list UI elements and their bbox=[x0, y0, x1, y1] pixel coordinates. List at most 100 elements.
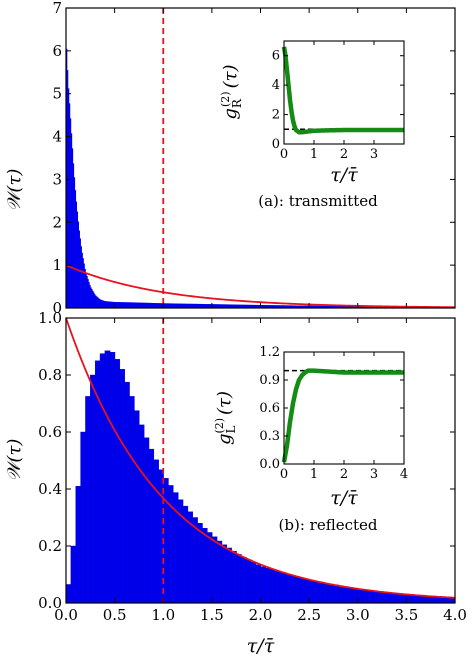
panel-top-histogram-bar bbox=[131, 302, 133, 309]
panel-top-histogram-bar bbox=[273, 305, 275, 308]
panel-top-histogram-bar bbox=[255, 304, 257, 308]
panel-top-histogram-bar bbox=[90, 287, 92, 308]
panel-top-inset-background bbox=[284, 41, 404, 144]
panel-top-histogram-bar bbox=[329, 305, 331, 308]
panel-bottom-histogram-bar bbox=[255, 564, 262, 604]
panel-top-histogram-bar bbox=[73, 177, 76, 308]
panel-top-histogram-bar bbox=[124, 302, 126, 308]
panel-top-histogram-bar bbox=[313, 305, 315, 308]
panel-bottom-inset-xtick-label: 0 bbox=[280, 467, 288, 482]
panel-top-histogram-bar bbox=[297, 305, 299, 308]
panel-top-histogram-bar bbox=[115, 302, 117, 308]
panel-top-histogram-bar bbox=[264, 305, 266, 308]
panel-bottom-ytick-label: 0.8 bbox=[38, 366, 62, 384]
panel-top-histogram-bar bbox=[355, 306, 358, 308]
panel-top-histogram-bar bbox=[72, 163, 75, 308]
panel-top-histogram-bar bbox=[77, 221, 79, 308]
panel-bottom-xtick-label: 2.0 bbox=[249, 606, 273, 624]
panel-top-histogram-bar bbox=[292, 305, 294, 308]
panel-top-histogram-bar bbox=[305, 305, 307, 308]
panel-top-histogram-bar bbox=[75, 201, 78, 308]
panel-bottom-histogram-bar bbox=[318, 582, 325, 604]
panel-top-histogram-bar bbox=[69, 118, 72, 308]
panel-top-histogram-bar bbox=[161, 303, 163, 308]
panel-top-histogram-bar bbox=[262, 305, 264, 308]
panel-bottom-histogram-bar bbox=[347, 587, 354, 604]
panel-top-histogram-bar bbox=[168, 303, 170, 308]
panel-top-histogram-bar bbox=[97, 297, 99, 308]
panel-top-histogram-bar bbox=[172, 303, 174, 308]
panel-top-histogram-bar bbox=[368, 306, 370, 308]
panel-bottom-ytick-label: 0.6 bbox=[38, 423, 62, 441]
panel-top-histogram-bar bbox=[139, 302, 142, 308]
panel-top-histogram-bar bbox=[149, 302, 151, 308]
panel-top-histogram-bar bbox=[209, 304, 212, 308]
panel-top-histogram-bar bbox=[238, 304, 240, 308]
panel-top-ytick-label: 1 bbox=[52, 256, 62, 274]
panel-top-histogram-bar bbox=[343, 305, 345, 308]
panel-top-histogram-bar bbox=[254, 304, 256, 308]
panel-top-histogram-bar bbox=[84, 268, 86, 308]
panel-top-histogram-bar bbox=[284, 305, 287, 308]
panel-top-histogram-bar bbox=[225, 304, 227, 308]
panel-top-histogram-bar bbox=[136, 302, 139, 308]
panel-top-histogram-bar bbox=[88, 282, 90, 308]
panel-bottom-histogram-bar bbox=[338, 585, 344, 604]
panel-top-histogram-bar bbox=[252, 304, 255, 308]
panel-top-histogram-bar bbox=[103, 300, 106, 308]
panel-top-histogram-bar bbox=[345, 305, 347, 308]
panel-top-histogram-bar bbox=[231, 304, 233, 308]
panel-bottom-histogram-bar bbox=[396, 593, 403, 604]
panel-bottom-ytick-label: 1.0 bbox=[38, 309, 62, 327]
panel-top-histogram-bar bbox=[350, 306, 353, 308]
panel-top-histogram-bar bbox=[184, 303, 186, 308]
panel-bottom-histogram-bar bbox=[124, 381, 130, 604]
panel-top-inset-xlabel: τ/τ̄ bbox=[330, 164, 358, 186]
panel-top-histogram-bar bbox=[309, 305, 311, 308]
panel-top-histogram-bar bbox=[298, 305, 300, 308]
panel-top-histogram-bar bbox=[197, 303, 199, 308]
panel-top-histogram-bar bbox=[211, 304, 214, 308]
panel-top-histogram-bar bbox=[293, 305, 295, 308]
panel-top-histogram-bar bbox=[204, 304, 206, 308]
panel-top-histogram-bar bbox=[230, 304, 232, 308]
panel-top-inset-curve bbox=[281, 46, 406, 135]
panel-top-histogram-bar bbox=[142, 302, 145, 308]
panel-top-histogram-bar bbox=[359, 306, 362, 308]
panel-bottom-histogram-bar bbox=[381, 591, 388, 604]
panel-top-exponential-curve bbox=[65, 264, 456, 309]
panel-top-histogram-bar bbox=[202, 303, 204, 308]
panel-top-histogram-bar bbox=[108, 301, 111, 308]
panel-top-histogram-bar bbox=[232, 304, 234, 308]
panel-top-histogram-bar bbox=[240, 304, 242, 308]
panel-top-histogram-bar bbox=[349, 306, 351, 308]
panel-top-histogram-bar bbox=[306, 305, 308, 308]
panel-top-histogram-bar bbox=[216, 304, 219, 308]
panel-top-histogram-bar bbox=[344, 305, 346, 308]
panel-bottom-xtick-label: 1.0 bbox=[151, 606, 175, 624]
panel-top-histogram-bar bbox=[171, 303, 173, 308]
panel-top-histogram-bar bbox=[191, 303, 193, 308]
panel-top-histogram-bar bbox=[364, 306, 366, 308]
panel-top-histogram-bar bbox=[91, 289, 93, 308]
panel-top-histogram-bar bbox=[76, 211, 79, 308]
panel-top-histogram-bar bbox=[299, 305, 301, 308]
panel-bottom-inset-xtick-label: 1 bbox=[310, 467, 318, 482]
panel-top-inset-ytick-label: 6 bbox=[272, 49, 280, 64]
panel-bottom-inset-curve bbox=[281, 368, 406, 463]
panel-bottom-histogram-bar bbox=[411, 594, 417, 604]
panel-top-histogram-bar bbox=[301, 305, 303, 308]
panel-top-histogram-bar bbox=[263, 305, 265, 308]
panel-top-histogram-bar bbox=[271, 305, 273, 308]
panel-bottom-ytick-label: 0.2 bbox=[38, 537, 62, 555]
panel-top-histogram-bar bbox=[137, 302, 140, 308]
panel-bottom-inset-xtick-label: 2 bbox=[340, 467, 348, 482]
panel-top-histogram-bar bbox=[250, 304, 253, 308]
panel-bottom-histogram-bar bbox=[406, 594, 412, 604]
panel-top-histogram-bar bbox=[181, 303, 184, 308]
panel-top-histogram-bar bbox=[336, 305, 338, 308]
panel-top-histogram-bar bbox=[303, 305, 305, 308]
panel-bottom-histogram-bar bbox=[284, 573, 291, 604]
panel-top-histogram-bar bbox=[192, 303, 194, 308]
